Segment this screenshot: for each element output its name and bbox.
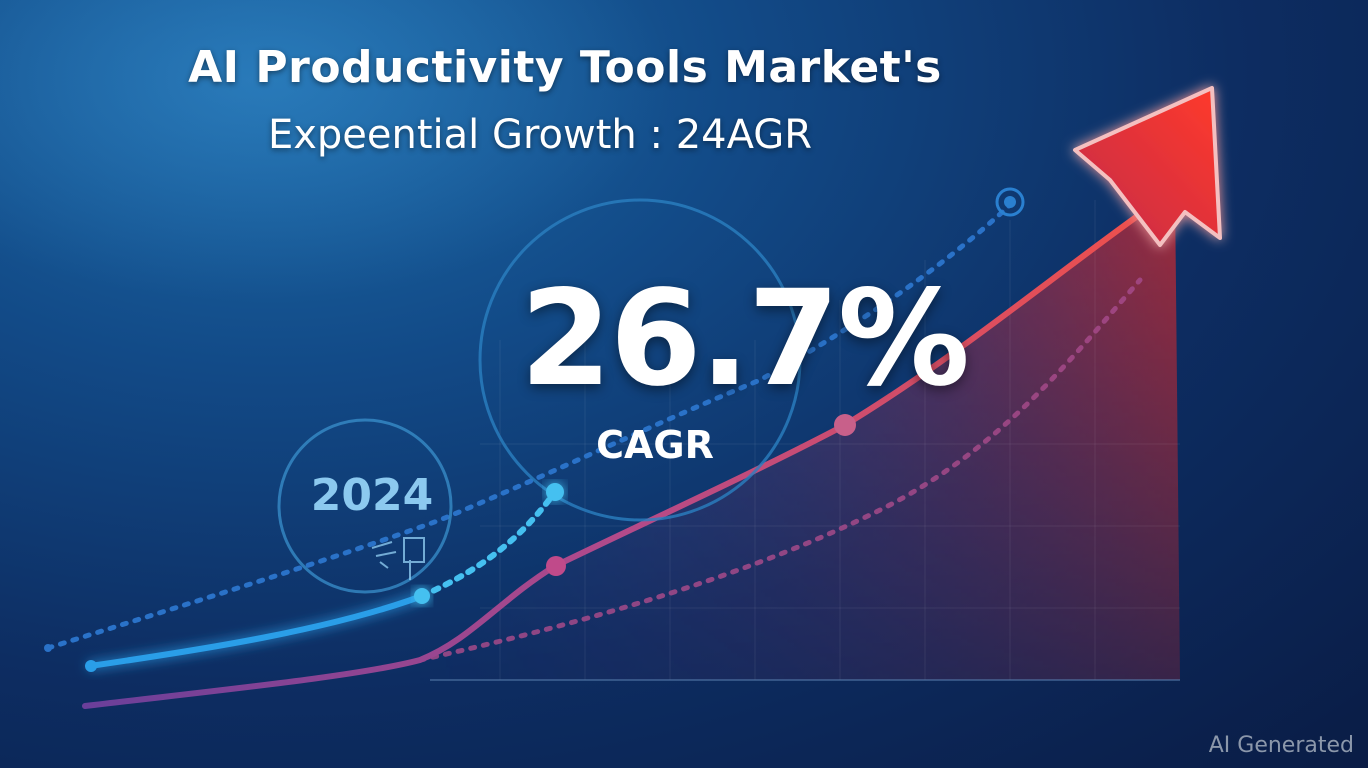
- year-ring: [277, 418, 453, 594]
- growth-area: [420, 190, 1180, 680]
- background-glow: [0, 0, 670, 300]
- dotted-magenta-line: [417, 277, 1143, 663]
- year-label: 2024: [310, 470, 434, 521]
- cagr-label: CAGR: [596, 423, 714, 467]
- cagr-ring: [478, 198, 802, 522]
- solid-blue-line: [87, 593, 425, 669]
- dotted-cyan-line: [419, 489, 558, 599]
- point-dotted-start: [44, 644, 52, 652]
- watermark: AI Generated: [1208, 733, 1354, 758]
- growth-arrow-icon: [1073, 86, 1222, 247]
- main-growth-curve: [82, 197, 1163, 709]
- cagr-value: 26.7%: [520, 262, 970, 416]
- point-cyan: [546, 483, 564, 501]
- point-blue-mid: [414, 588, 430, 604]
- headline-line-1: AI Productivity Tools Market's: [188, 42, 942, 93]
- target-icon: [995, 187, 1025, 217]
- point-blue-start: [85, 660, 97, 672]
- area-grid: [480, 200, 1180, 680]
- doodle-icon: [371, 537, 425, 580]
- point-magenta: [546, 556, 566, 576]
- dotted-blue-line-upper: [45, 202, 1013, 651]
- point-pink: [834, 414, 856, 436]
- headline-line-2: Expeential Growth : 24AGR: [267, 112, 813, 158]
